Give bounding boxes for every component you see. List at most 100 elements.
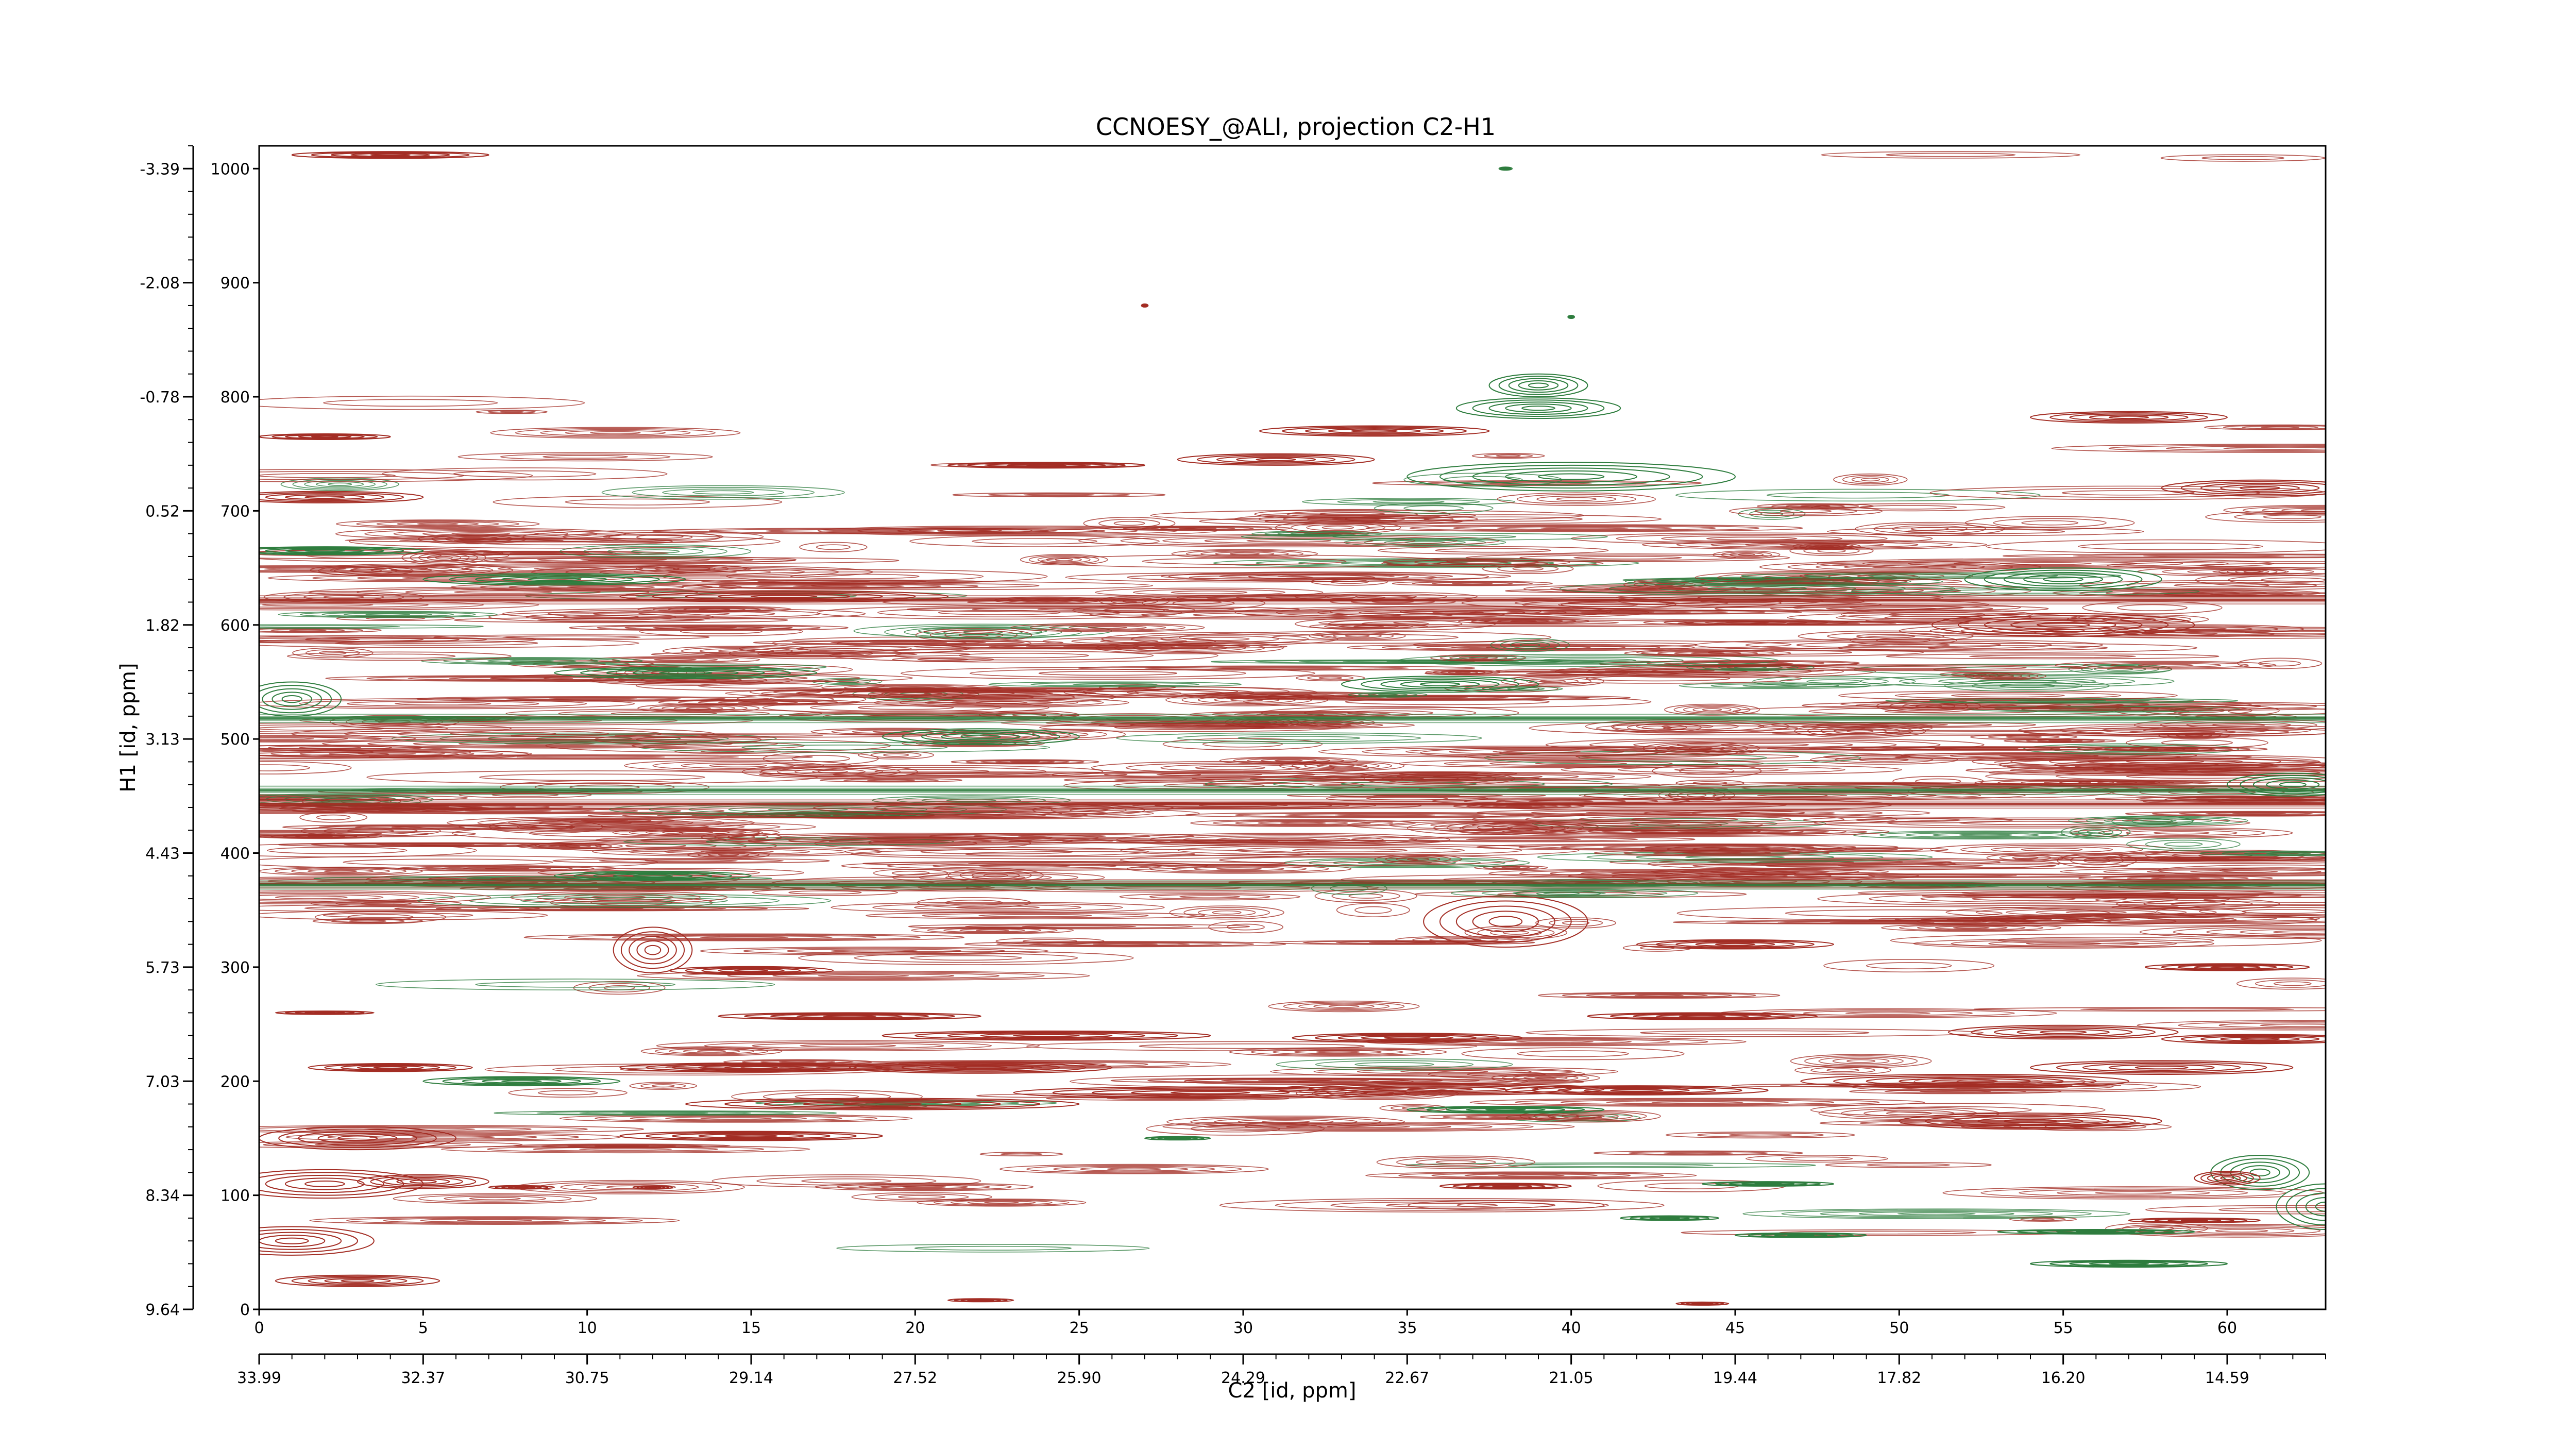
contour-line [2143,554,2284,558]
contour-line [597,625,821,631]
contour-line [1216,867,1262,870]
contour-line [402,577,493,580]
contour-peak [1168,571,1489,582]
contour-peak [2145,1205,2326,1215]
contour-peak [1535,917,1617,929]
contour-peak [1348,692,1428,698]
contour-line [1026,464,1067,466]
contour-line [680,627,737,629]
contour-peak [1515,890,1601,897]
contour-line [655,935,833,939]
contour-line [1528,382,1549,389]
contour-line [764,1100,1001,1108]
contour-line [2244,852,2326,855]
contour-line [1846,848,1899,851]
contour-line [1563,829,1868,835]
contour-line [1072,683,1158,686]
contour-line [1735,1232,1867,1238]
contour-line [1399,772,1478,776]
contour-line [449,574,660,585]
contour-line [1229,552,1260,555]
contour-line [2220,484,2300,492]
contour-line [284,1177,365,1190]
contour-line [1098,518,1160,528]
contour-line [1601,830,1829,834]
contour-line [449,732,556,736]
contour-line [420,1218,569,1223]
contour-line [1715,942,1756,946]
contour-line [422,1076,621,1087]
contour-line [619,1131,883,1141]
contour-line [435,906,768,911]
contour-line [259,473,396,478]
contour-band [259,880,2326,890]
contour-peak [1947,1024,2179,1040]
contour-line [1997,1229,2195,1235]
contour-line [1586,993,1732,998]
contour-line [259,637,361,641]
contour-line [644,945,662,955]
contour-line [417,523,459,526]
contour-line [884,625,1082,639]
contour-line [1825,1162,1992,1168]
contour-line [451,532,511,535]
contour-line [917,897,1031,908]
contour-line [324,870,358,873]
contour-peak [376,979,775,991]
contour-line [462,1077,581,1085]
contour-line [1383,558,1570,567]
contour-peak [952,492,1166,498]
contour-line [1264,519,1397,524]
contour-line [1304,427,1444,435]
contour-line [1337,1034,1477,1041]
contour-line [983,873,1008,878]
contour-layer [259,151,2326,1306]
contour-line [801,1178,892,1184]
contour-line [587,559,796,563]
contour-line [1337,499,1480,504]
contour-line [1505,1085,1769,1096]
contour-line [1341,676,1539,693]
contour-peak [1886,653,2219,660]
contour-line [259,565,469,573]
contour-line [1258,1080,1333,1082]
contour-line [1101,632,1338,646]
contour-line [1120,854,1518,866]
contour-line [1259,425,1490,437]
contour-line [298,435,352,439]
contour-line [1127,689,1255,696]
contour-line [658,699,858,706]
contour-peak [882,1030,1211,1041]
contour-peak [831,902,1165,913]
contour-line [2056,1062,2267,1074]
contour-line [882,1030,1211,1041]
contour-line [943,629,1023,635]
contour-line [1179,631,1552,644]
contour-line [1400,1070,1488,1073]
contour-line [1556,497,1597,501]
contour-line [1497,619,1550,623]
contour-peak [522,530,764,543]
contour-peak [2161,479,2326,497]
contour-line [1022,925,1137,928]
contour-line [516,755,665,759]
contour-line [1324,624,1414,629]
contour-line [636,940,669,960]
contour-line [281,695,302,703]
contour-line [308,1063,473,1072]
contour-line [849,1061,1113,1074]
contour-line [598,858,784,863]
contour-line [1697,1132,1824,1138]
contour-line [1386,1203,1498,1208]
contour-line [2061,490,2195,496]
contour-line [2137,1020,2326,1031]
contour-line [1790,1054,1932,1068]
contour-line [306,1126,532,1132]
contour-line [2258,660,2301,667]
contour-line [475,575,634,583]
contour-line [2108,415,2149,419]
contour-peak [309,1216,680,1225]
contour-line [1617,766,1845,773]
contour-peak [2097,624,2304,634]
contour-line [646,829,747,836]
